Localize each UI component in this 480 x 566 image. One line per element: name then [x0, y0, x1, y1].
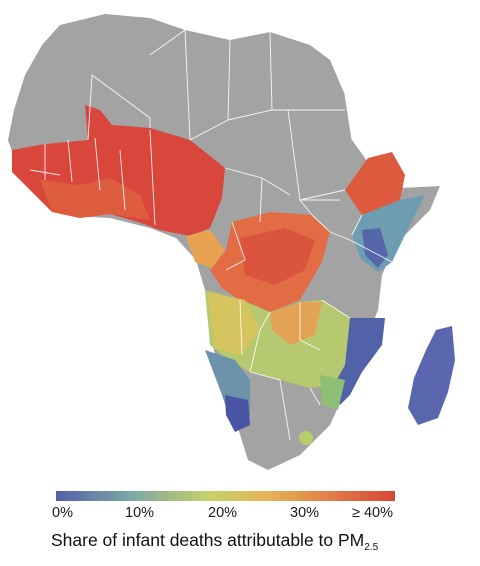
legend-tick-40: ≥ 40%: [352, 505, 394, 521]
colorscale-bar: [56, 491, 395, 501]
zambia-gradient: [270, 302, 322, 345]
gulf-of-guinea-gradient: [186, 230, 225, 268]
lesotho-spot: [299, 431, 313, 445]
africa-map: [8, 14, 455, 470]
country-borders: [29, 29, 393, 441]
zimbabwe-gradient: [320, 375, 345, 410]
madagascar: [408, 326, 455, 425]
central-africa-core: [240, 228, 315, 285]
kenya-low-share: [362, 228, 388, 268]
legend-tick-10: 10%: [125, 505, 155, 521]
legend-tick-30: 30%: [290, 505, 320, 521]
angola-gradient: [208, 292, 260, 355]
legend-caption: Share of infant deaths attributable to P…: [51, 530, 378, 553]
legend-tick-0: 0%: [52, 505, 73, 521]
namibia-coast-low: [225, 395, 250, 432]
legend-caption-main: Share of infant deaths attributable to P…: [51, 530, 365, 550]
legend-tick-20: 20%: [208, 505, 238, 521]
west-africa-coastal-gradient: [40, 178, 150, 220]
ethiopia-high-share: [345, 152, 405, 215]
legend-caption-subscript: 2.5: [364, 542, 379, 553]
